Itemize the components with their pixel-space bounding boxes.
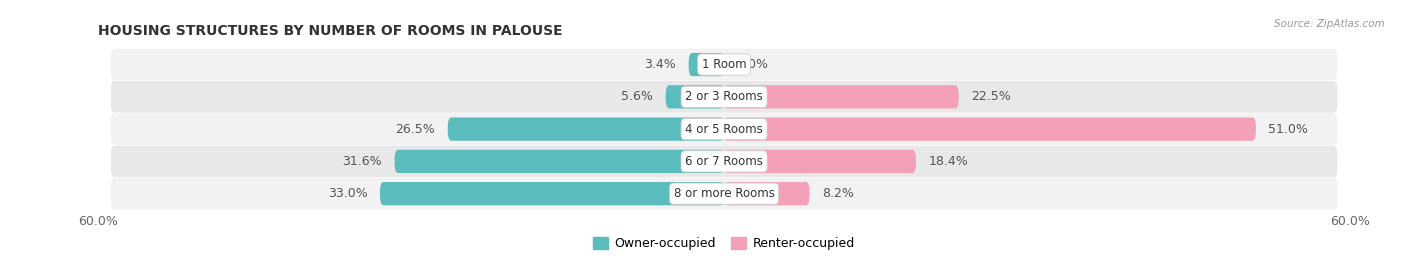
FancyBboxPatch shape [111,178,1337,210]
Text: 2 or 3 Rooms: 2 or 3 Rooms [685,90,763,103]
FancyBboxPatch shape [689,53,724,76]
Text: Source: ZipAtlas.com: Source: ZipAtlas.com [1274,19,1385,29]
FancyBboxPatch shape [111,113,1337,145]
Text: 18.4%: 18.4% [928,155,969,168]
FancyBboxPatch shape [724,150,915,173]
Text: 4 or 5 Rooms: 4 or 5 Rooms [685,123,763,136]
Legend: Owner-occupied, Renter-occupied: Owner-occupied, Renter-occupied [589,232,859,255]
Text: 8 or more Rooms: 8 or more Rooms [673,187,775,200]
Text: 31.6%: 31.6% [343,155,382,168]
Text: 5.6%: 5.6% [621,90,654,103]
Text: HOUSING STRUCTURES BY NUMBER OF ROOMS IN PALOUSE: HOUSING STRUCTURES BY NUMBER OF ROOMS IN… [98,23,562,38]
Text: 22.5%: 22.5% [972,90,1011,103]
FancyBboxPatch shape [111,49,1337,80]
FancyBboxPatch shape [724,85,959,108]
FancyBboxPatch shape [665,85,724,108]
FancyBboxPatch shape [111,146,1337,177]
FancyBboxPatch shape [724,182,810,205]
Text: 26.5%: 26.5% [395,123,436,136]
FancyBboxPatch shape [111,81,1337,113]
Text: 6 or 7 Rooms: 6 or 7 Rooms [685,155,763,168]
Text: 0.0%: 0.0% [737,58,769,71]
FancyBboxPatch shape [724,118,1256,141]
FancyBboxPatch shape [447,118,724,141]
FancyBboxPatch shape [380,182,724,205]
Text: 1 Room: 1 Room [702,58,747,71]
FancyBboxPatch shape [395,150,724,173]
Text: 8.2%: 8.2% [823,187,853,200]
Text: 3.4%: 3.4% [644,58,676,71]
Text: 33.0%: 33.0% [328,187,367,200]
Text: 51.0%: 51.0% [1268,123,1309,136]
